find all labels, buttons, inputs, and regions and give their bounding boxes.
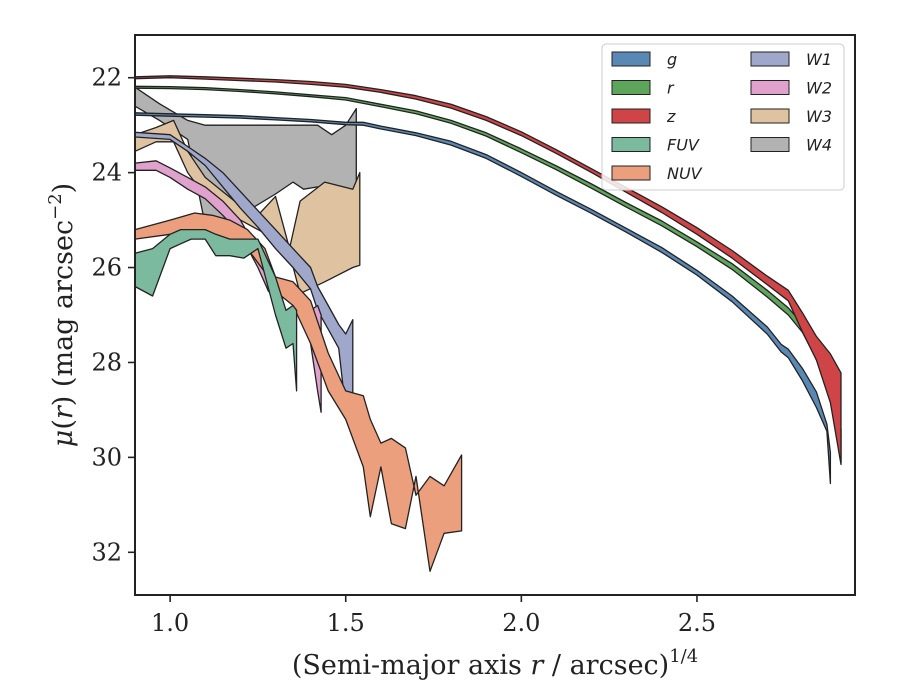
legend-label-fuv: FUV xyxy=(667,136,700,155)
y-tick-label: 24 xyxy=(91,159,122,187)
legend-label-w4: W4 xyxy=(806,136,832,155)
band-z xyxy=(134,75,842,466)
x-tick-label: 2.5 xyxy=(678,609,716,637)
y-tick-label: 22 xyxy=(91,64,122,92)
y-tick-label: 30 xyxy=(91,443,122,471)
legend-label-z: z xyxy=(666,107,676,126)
plot-frame xyxy=(134,34,856,596)
legend-swatch-r xyxy=(611,80,651,95)
series-bands xyxy=(134,75,842,572)
legend-label-r: r xyxy=(667,79,675,98)
legend-swatch-w1 xyxy=(750,51,790,67)
legend-swatch-w2 xyxy=(750,80,790,95)
band-g xyxy=(134,112,832,485)
y-tick-label: 28 xyxy=(91,348,122,376)
legend-swatch-z xyxy=(611,108,651,124)
legend-label-w1: W1 xyxy=(806,50,832,69)
x-tick-label: 2.0 xyxy=(502,609,540,637)
legend-label-g: g xyxy=(667,50,677,69)
band-fuv xyxy=(134,228,298,392)
legend-swatch-g xyxy=(611,51,651,67)
x-tick-label: 1.0 xyxy=(151,609,189,637)
legend-label-w3: W3 xyxy=(806,107,832,126)
y-tick-label: 26 xyxy=(91,254,122,282)
y-tick-label: 32 xyxy=(91,538,122,566)
legend-swatch-fuv xyxy=(611,137,651,152)
legend-label-w2: W2 xyxy=(806,79,832,98)
chart-legend: grz FUV NUV W1 W2 W3 W4 xyxy=(601,43,845,191)
legend-swatch-nuv xyxy=(611,165,651,181)
legend-swatch-w3 xyxy=(750,108,790,124)
x-axis-label: (Semi-major axis r / arcsec)1/4 xyxy=(292,646,698,681)
x-tick-label: 1.5 xyxy=(327,609,365,637)
legend-swatch-w4 xyxy=(750,137,790,152)
axis-ticks: 1.0 1.5 2.0 2.5 22 24 26 28 30 32 xyxy=(91,64,716,637)
legend-label-nuv: NUV xyxy=(667,164,703,183)
y-axis-label: μμ((r) (mag arcsec−2) xyxy=(45,183,79,447)
